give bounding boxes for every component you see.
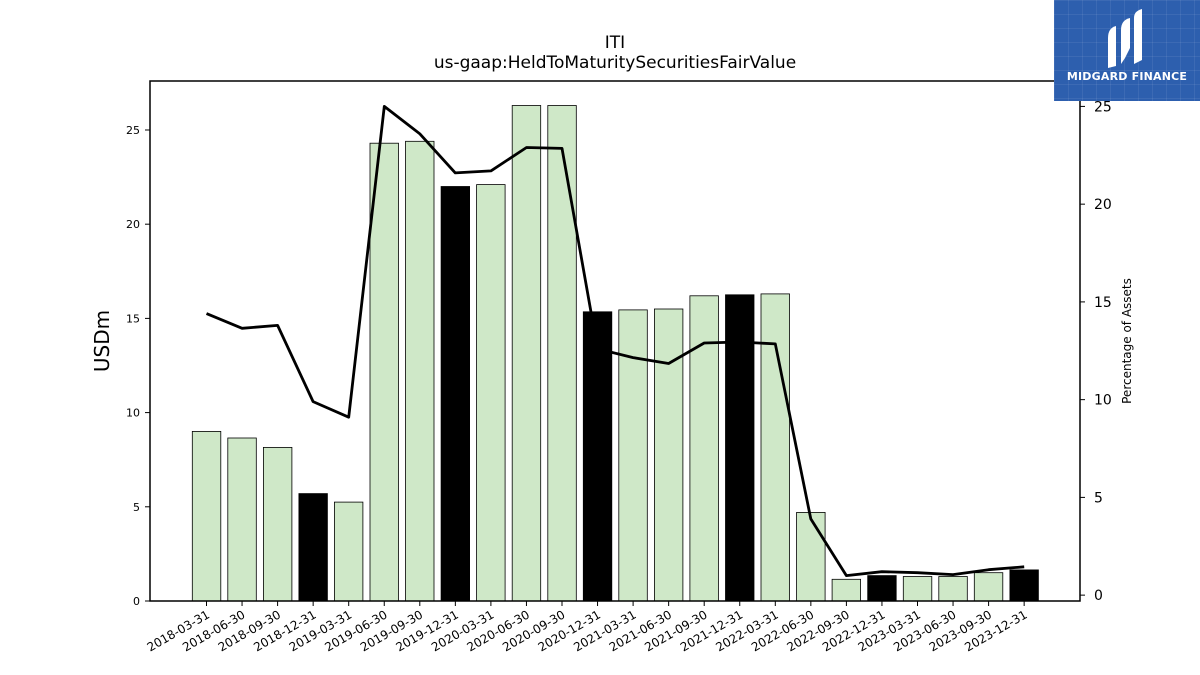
bar bbox=[1009, 569, 1039, 602]
bar bbox=[262, 446, 293, 602]
chart-subtitle: us-gaap:HeldToMaturitySecuritiesFairValu… bbox=[434, 53, 796, 73]
bar bbox=[689, 295, 719, 602]
percentage-line bbox=[205, 105, 1025, 577]
midgard-logo: MIDGARD FINANCE bbox=[1054, 0, 1200, 101]
bar bbox=[760, 293, 790, 602]
midgard-logo-icon bbox=[1108, 9, 1142, 68]
bar bbox=[227, 437, 257, 602]
bar bbox=[405, 140, 435, 602]
y2-tick-label: 20 bbox=[1094, 197, 1112, 213]
plot-frame bbox=[149, 80, 1081, 602]
bar bbox=[973, 572, 1004, 602]
bar bbox=[831, 578, 861, 602]
bar bbox=[618, 309, 648, 602]
bar bbox=[476, 184, 506, 602]
y-tick-label: 15 bbox=[126, 312, 140, 325]
bar bbox=[369, 142, 399, 602]
y-axis-label: USDm bbox=[90, 310, 114, 372]
bar bbox=[796, 512, 826, 602]
y2-tick-label: 0 bbox=[1094, 588, 1103, 604]
bar bbox=[547, 105, 577, 602]
y-tick-label: 0 bbox=[133, 595, 140, 608]
y-tick-label: 20 bbox=[126, 218, 140, 231]
bar bbox=[902, 576, 933, 602]
bar bbox=[938, 576, 968, 602]
bar bbox=[333, 501, 364, 602]
chart-title: ITI bbox=[605, 33, 625, 53]
bar bbox=[654, 308, 684, 602]
bar bbox=[298, 493, 328, 602]
y-tick-label: 10 bbox=[126, 407, 140, 420]
bar bbox=[440, 186, 471, 602]
y2-tick-label: 10 bbox=[1094, 393, 1112, 409]
y2-tick-label: 5 bbox=[1094, 490, 1103, 506]
logo-text: MIDGARD FINANCE bbox=[1066, 70, 1188, 83]
y-tick-label: 5 bbox=[133, 501, 140, 514]
bar bbox=[511, 105, 542, 602]
y2-axis-label: Percentage of Assets bbox=[1120, 278, 1134, 404]
y2-tick-label: 15 bbox=[1094, 295, 1112, 311]
bar bbox=[582, 311, 613, 602]
bar bbox=[191, 430, 222, 602]
y2-tick-label: 25 bbox=[1094, 99, 1112, 115]
bar bbox=[725, 294, 755, 602]
y-tick-label: 25 bbox=[126, 124, 140, 137]
bar bbox=[867, 575, 897, 602]
